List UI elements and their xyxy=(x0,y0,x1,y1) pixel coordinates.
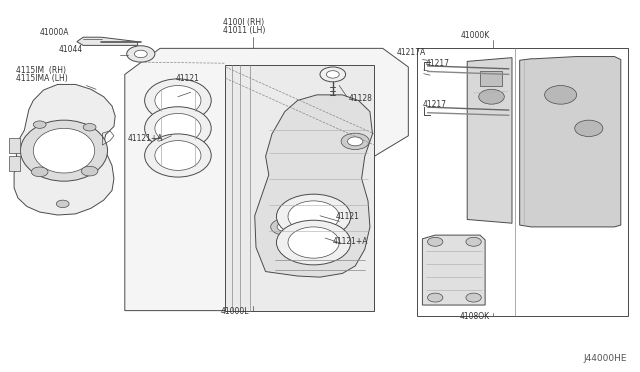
Circle shape xyxy=(428,237,443,246)
Ellipse shape xyxy=(155,141,201,170)
Text: 4115IMA (LH): 4115IMA (LH) xyxy=(16,74,68,83)
Circle shape xyxy=(479,89,504,104)
Circle shape xyxy=(277,222,292,231)
Ellipse shape xyxy=(145,79,211,122)
Text: 41000L: 41000L xyxy=(221,307,250,316)
Text: 41217: 41217 xyxy=(426,59,450,68)
Circle shape xyxy=(466,293,481,302)
Text: 41128: 41128 xyxy=(349,94,372,103)
Ellipse shape xyxy=(145,134,211,177)
Ellipse shape xyxy=(288,201,339,232)
Text: 41121: 41121 xyxy=(336,212,360,221)
Text: 41000K: 41000K xyxy=(461,31,490,40)
Text: 4108OK: 4108OK xyxy=(460,312,490,321)
Text: 41121: 41121 xyxy=(176,74,200,83)
Text: 41044: 41044 xyxy=(59,45,83,54)
Ellipse shape xyxy=(276,220,351,265)
Text: 4100I (RH): 4100I (RH) xyxy=(223,18,264,27)
Circle shape xyxy=(575,120,603,137)
Circle shape xyxy=(33,121,46,128)
Ellipse shape xyxy=(155,113,201,143)
Circle shape xyxy=(341,133,369,150)
Polygon shape xyxy=(14,84,115,215)
Ellipse shape xyxy=(276,194,351,239)
Bar xyxy=(9,138,20,153)
Bar xyxy=(480,71,502,86)
Ellipse shape xyxy=(20,120,108,181)
Circle shape xyxy=(81,166,98,176)
Ellipse shape xyxy=(288,227,339,258)
Ellipse shape xyxy=(145,107,211,150)
Text: 41217A: 41217A xyxy=(397,48,426,57)
Circle shape xyxy=(545,86,577,104)
Circle shape xyxy=(428,293,443,302)
Bar xyxy=(9,156,20,171)
Polygon shape xyxy=(255,95,372,277)
Text: 41011 (LH): 41011 (LH) xyxy=(223,26,265,35)
Circle shape xyxy=(348,137,363,146)
Polygon shape xyxy=(77,37,138,45)
Circle shape xyxy=(134,50,147,58)
Circle shape xyxy=(83,124,96,131)
Circle shape xyxy=(320,67,346,82)
Ellipse shape xyxy=(155,86,201,115)
Text: 41121+A: 41121+A xyxy=(128,134,163,143)
Circle shape xyxy=(326,71,339,78)
Text: 41121+A: 41121+A xyxy=(333,237,368,246)
Text: 41217: 41217 xyxy=(422,100,447,109)
Circle shape xyxy=(466,237,481,246)
Polygon shape xyxy=(422,235,485,305)
Text: J44000HE: J44000HE xyxy=(584,354,627,363)
Ellipse shape xyxy=(33,128,95,173)
Text: 41000A: 41000A xyxy=(40,28,69,37)
Circle shape xyxy=(127,46,155,62)
Text: 4115IM  (RH): 4115IM (RH) xyxy=(16,66,66,75)
Polygon shape xyxy=(125,48,408,311)
Polygon shape xyxy=(520,57,621,227)
Bar xyxy=(225,65,374,311)
Circle shape xyxy=(271,219,299,235)
Bar xyxy=(417,48,628,316)
Polygon shape xyxy=(467,58,512,223)
Circle shape xyxy=(56,200,69,208)
Circle shape xyxy=(31,167,48,177)
